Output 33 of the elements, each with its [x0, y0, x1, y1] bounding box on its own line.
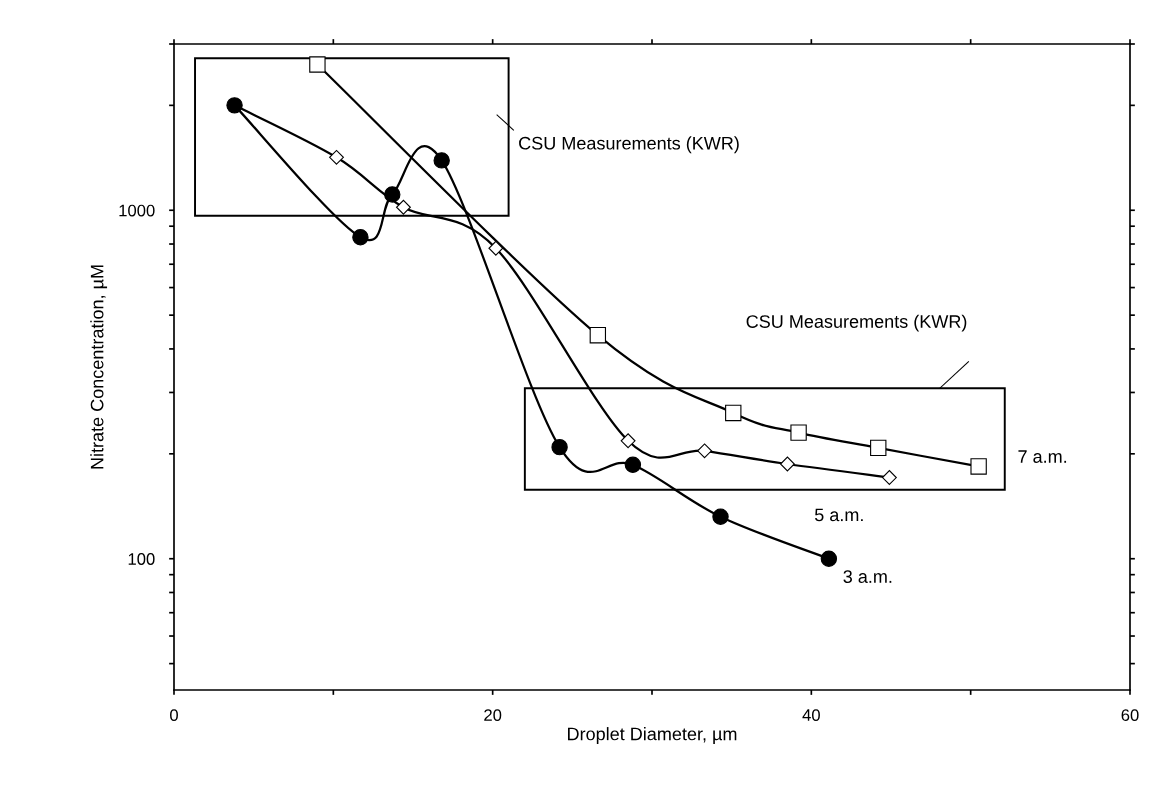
annotation: CSU Measurements (KWR): [746, 314, 967, 332]
point: [384, 186, 401, 203]
point: [329, 149, 344, 165]
point: [620, 433, 636, 449]
series-label: 3 a.m.: [843, 570, 892, 584]
point: [970, 458, 987, 475]
point: [725, 404, 742, 422]
x-tick-label: 0: [170, 709, 178, 721]
series-label: 7 a.m.: [1018, 450, 1067, 463]
point: [624, 456, 642, 473]
point: [780, 456, 795, 472]
point: [488, 240, 504, 256]
point: [820, 550, 838, 567]
point: [589, 326, 607, 344]
point: [352, 228, 369, 246]
point: [309, 56, 326, 73]
point: [396, 199, 411, 215]
point: [881, 470, 897, 485]
point: [697, 443, 713, 459]
y-tick-label: 1000: [119, 204, 155, 217]
series-label: 5 a.m.: [814, 508, 863, 522]
annotation: CSU Measurements (KWR): [519, 136, 739, 154]
y-axis-title: Nitrate Concentration, µM: [90, 265, 108, 469]
x-tick-label: 40: [802, 709, 820, 721]
point: [433, 152, 450, 169]
point: [551, 438, 568, 456]
x-tick-label: 20: [484, 709, 502, 721]
x-axis-title: Droplet Diameter, µm: [568, 727, 737, 744]
point: [870, 439, 887, 457]
point: [790, 424, 807, 441]
point: [712, 508, 729, 525]
x-tick-label: 60: [1121, 709, 1139, 721]
y-tick-label: 100: [128, 553, 155, 565]
